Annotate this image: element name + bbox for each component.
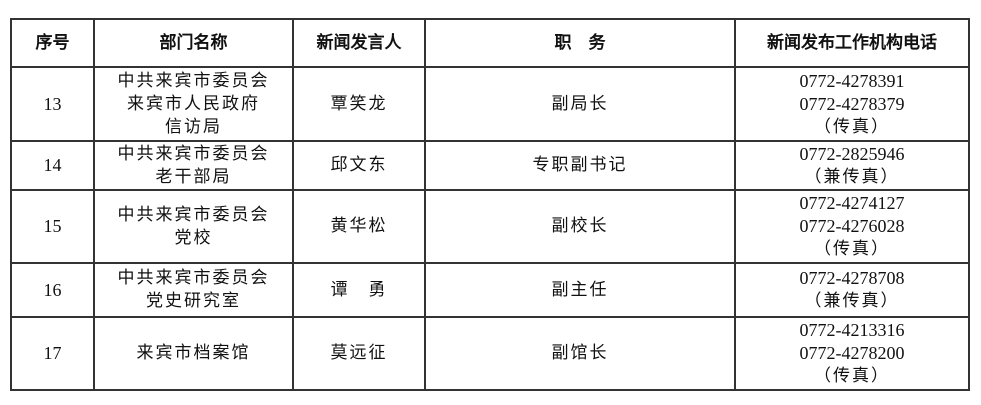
row-number: 15	[10, 189, 95, 264]
table-row: 16 中共来宾市委员会 党史研究室谭 勇副主任 0772-4278708 （兼传真）	[10, 262, 970, 318]
header-no: 序号	[10, 18, 95, 68]
phone-line: （传真）	[814, 239, 890, 259]
table-row: 15 中共来宾市委员会 党校 黄华松 副校长 0772-4274127 0772-42760…	[10, 189, 970, 264]
dept-name: 中共来宾市委员会 党史研究室	[93, 262, 294, 318]
spokesperson: 谭 勇	[292, 262, 426, 318]
phone: 0772-4213316 0772-4278200 （传真）	[734, 316, 970, 391]
dept-line: 党史研究室	[146, 291, 241, 311]
phone-line: （兼传真）	[804, 291, 900, 311]
phone-line: （传真）	[814, 116, 890, 137]
phone: 0772-4274127 0772-4276028 （传真）	[734, 189, 970, 264]
phone-line: 0772-4278200	[799, 343, 905, 363]
phone-line: 0772-4278391	[799, 70, 905, 91]
job-title: 副主任	[424, 262, 736, 318]
row-number: 14	[10, 140, 95, 191]
dept-line: 中共来宾市委员会	[117, 143, 270, 164]
dept-line: 中共来宾市委员会	[117, 70, 270, 91]
phone-line: （传真）	[814, 366, 890, 386]
phone: 0772-4278708 （兼传真）	[734, 262, 970, 318]
phone-line: （兼传真）	[804, 166, 900, 187]
phone-line: 0772-4274127	[799, 193, 905, 213]
table-row: 13 中共来宾市委员会 来宾市人民政府 信访局 覃笑龙 副局长 0772-4278391 07…	[10, 66, 970, 142]
header-row: 序号 部门名称 新闻发言人职 务新闻发布工作机构电话	[10, 18, 970, 68]
header-phone: 新闻发布工作机构电话	[734, 18, 970, 68]
row-number: 16	[10, 262, 95, 318]
row-number: 13	[10, 66, 95, 142]
dept-line: 来宾市档案馆	[136, 343, 251, 363]
table-row: 14 中共来宾市委员会 老干部局 邱文东 专职副书记 0772-2825946 （兼传真）	[10, 140, 970, 191]
phone: 0772-2825946 （兼传真）	[734, 140, 970, 191]
spokesperson: 莫远征	[292, 316, 426, 391]
dept-line: 老干部局	[155, 166, 232, 187]
dept-line: 来宾市人民政府	[127, 93, 260, 114]
job-title: 副馆长	[424, 316, 736, 391]
spokesperson: 邱文东	[292, 140, 426, 191]
spokesperson: 覃笑龙	[292, 66, 426, 142]
header-title: 职 务	[424, 18, 736, 68]
dept-line: 信访局	[165, 116, 222, 137]
dept-name: 来宾市档案馆	[93, 316, 294, 391]
row-number: 17	[10, 316, 95, 391]
header-spokesperson: 新闻发言人	[292, 18, 426, 68]
spokesperson-table: 序号 部门名称 新闻发言人职 务新闻发布工作机构电话 13 中共来宾市委员会 来宾市人民…	[10, 18, 970, 391]
phone-line: 0772-4278708	[799, 268, 905, 288]
job-title: 副局长	[424, 66, 736, 142]
dept-line: 中共来宾市委员会	[117, 204, 270, 225]
spokesperson: 黄华松	[292, 189, 426, 264]
header-dept: 部门名称	[93, 18, 294, 68]
phone-line: 0772-2825946	[799, 143, 905, 164]
dept-line: 党校	[174, 227, 213, 248]
dept-line: 中共来宾市委员会	[117, 268, 270, 288]
dept-name: 中共来宾市委员会 老干部局	[93, 140, 294, 191]
job-title: 副校长	[424, 189, 736, 264]
phone-line: 0772-4213316	[799, 320, 905, 340]
phone-line: 0772-4278379	[799, 93, 905, 114]
phone-line: 0772-4276028	[799, 216, 905, 236]
phone: 0772-4278391 0772-4278379 （传真）	[734, 66, 970, 142]
dept-name: 中共来宾市委员会 党校	[93, 189, 294, 264]
job-title: 专职副书记	[424, 140, 736, 191]
dept-name: 中共来宾市委员会 来宾市人民政府 信访局	[93, 66, 294, 142]
table-row: 17 来宾市档案馆 莫远征 副馆长 0772-4213316 0772-4278200 （传…	[10, 316, 970, 391]
